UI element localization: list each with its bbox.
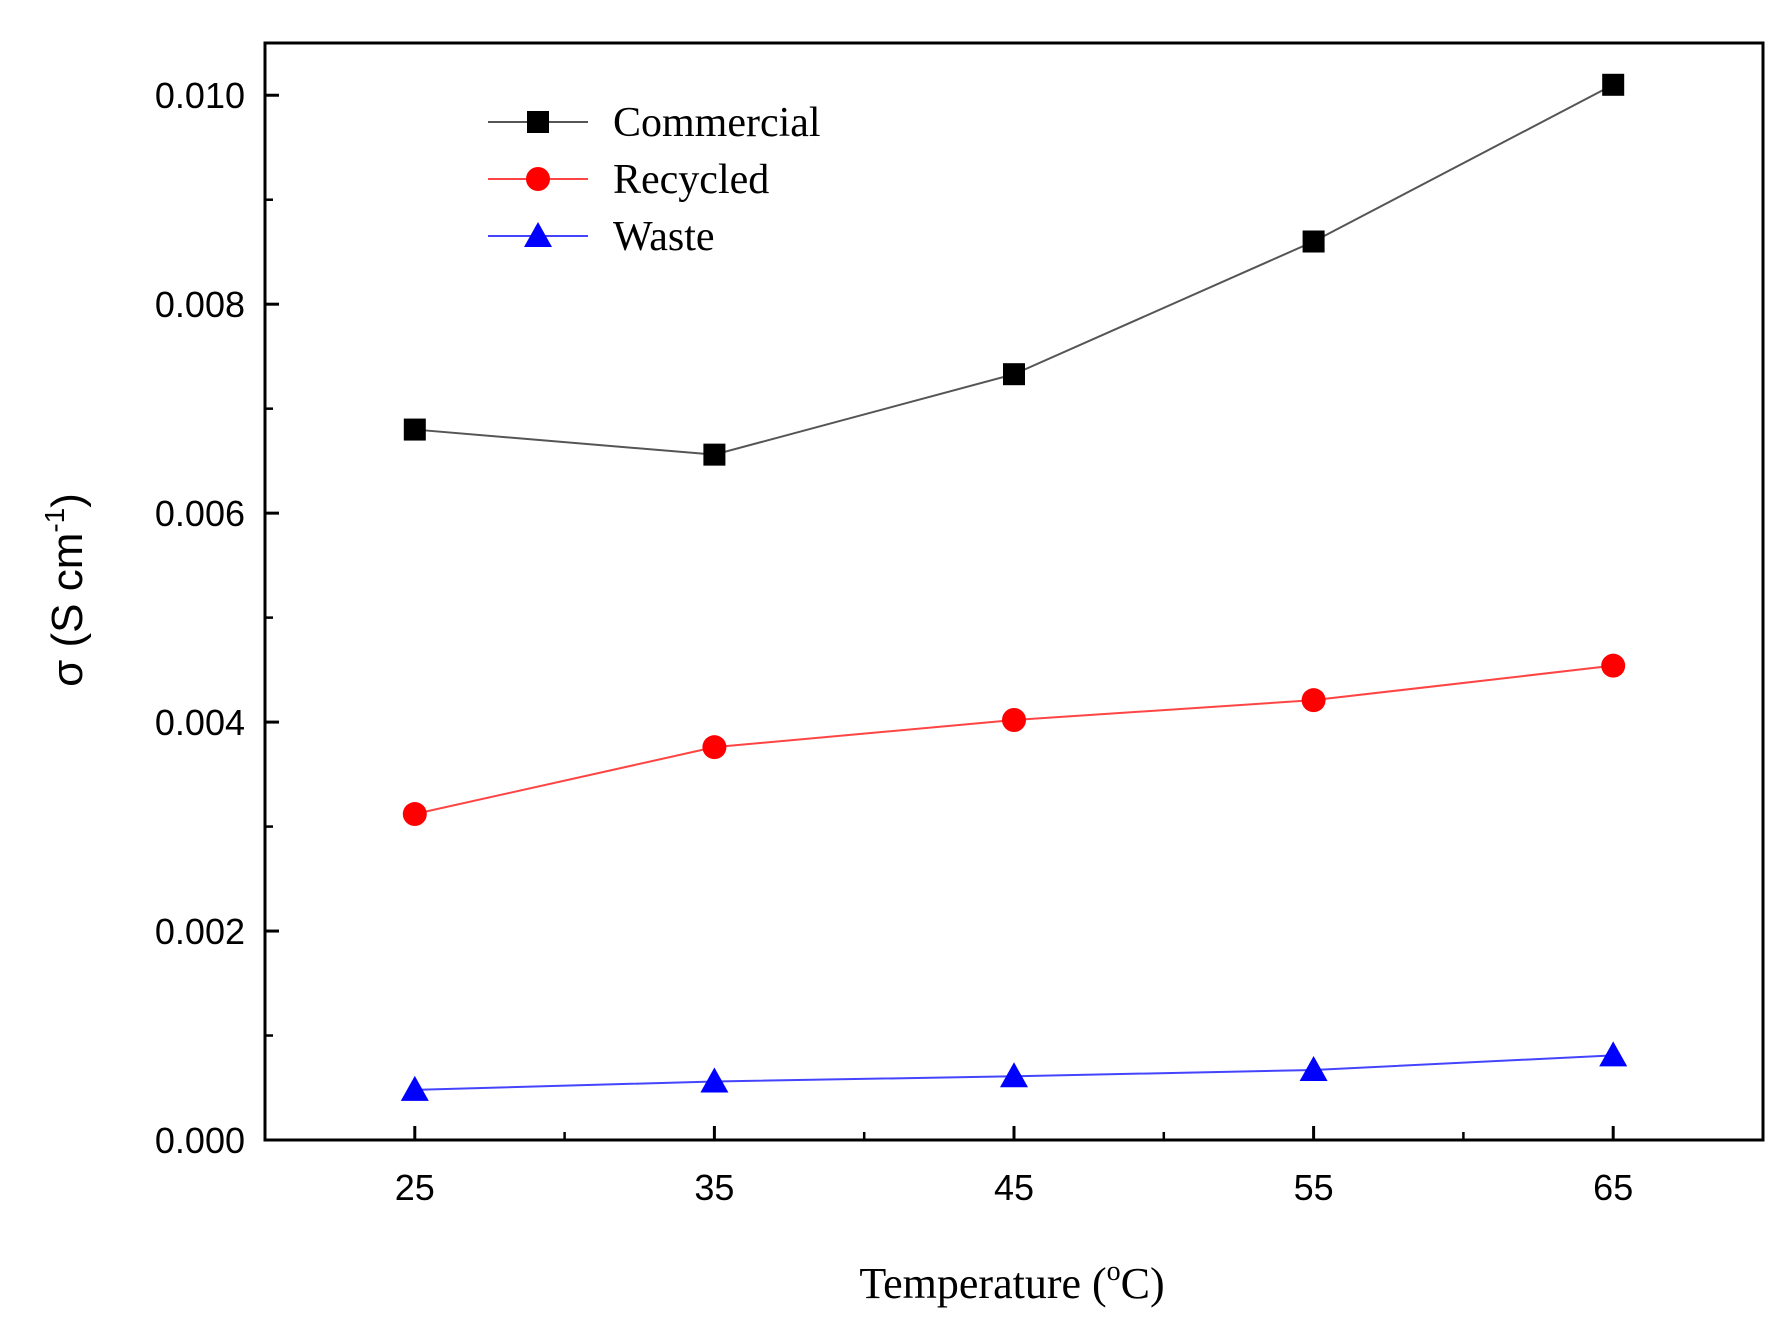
data-point-waste <box>1599 1041 1628 1067</box>
x-tick-label: 25 <box>395 1167 435 1208</box>
y-axis-label: σ (S cm-1) <box>39 493 92 687</box>
y-tick-label: 0.002 <box>155 911 245 952</box>
legend-marker-waste <box>524 222 552 247</box>
plot-frame <box>263 41 1765 1142</box>
y-axis-label-main: σ (S cm <box>43 533 92 687</box>
data-point-recycled <box>702 735 727 760</box>
x-tick-label: 65 <box>1593 1167 1633 1208</box>
series-commercial <box>403 73 1625 466</box>
data-point-commercial <box>1602 73 1625 96</box>
y-tick-label: 0.010 <box>155 75 245 116</box>
data-point-commercial <box>703 443 726 466</box>
x-axis-label: Temperature (oC) <box>859 1256 1164 1308</box>
x-axis-label-main: Temperature ( <box>859 1259 1106 1308</box>
legend-label-waste: Waste <box>613 214 715 260</box>
legend-marker-commercial <box>527 111 549 133</box>
data-point-commercial <box>1003 363 1025 386</box>
data-point-waste <box>700 1067 729 1093</box>
series-waste <box>400 1041 1628 1101</box>
data-point-recycled <box>1601 653 1626 678</box>
series-line-recycled <box>414 664 1614 816</box>
x-axis-label-tail: C) <box>1121 1259 1165 1308</box>
data-point-waste <box>1000 1062 1028 1088</box>
x-tick-label: 55 <box>1294 1167 1334 1208</box>
x-axis-ticks: 25 35 45 55 65 <box>263 1126 1765 1208</box>
y-tick-label: 0.004 <box>155 702 245 743</box>
legend-label-commercial: Commercial <box>613 100 821 146</box>
x-tick-label: 45 <box>994 1167 1034 1208</box>
data-point-commercial <box>403 418 426 441</box>
x-tick-label: 35 <box>694 1167 734 1208</box>
y-tick-label: 0.008 <box>155 284 245 325</box>
x-axis-label-sup: o <box>1107 1256 1121 1287</box>
data-point-recycled <box>1002 708 1026 733</box>
series-layer <box>400 73 1628 1101</box>
legend-marker-recycled <box>526 167 550 191</box>
data-point-waste <box>1299 1056 1328 1082</box>
data-point-recycled <box>402 802 427 827</box>
legend: Commercial Recycled Waste <box>488 100 821 260</box>
series-recycled <box>402 653 1626 827</box>
y-axis-label-tail: ) <box>43 493 92 508</box>
legend-label-recycled: Recycled <box>613 157 769 203</box>
data-point-recycled <box>1301 688 1326 713</box>
y-tick-label: 0.000 <box>155 1120 245 1161</box>
y-axis-label-sup: -1 <box>39 508 70 533</box>
data-point-commercial <box>1302 230 1325 253</box>
y-axis-ticks: 0.000 0.002 0.004 0.006 0.008 0.010 <box>155 75 279 1161</box>
data-point-waste <box>400 1075 429 1101</box>
series-line-commercial <box>414 83 1614 456</box>
y-tick-label: 0.006 <box>155 493 245 534</box>
